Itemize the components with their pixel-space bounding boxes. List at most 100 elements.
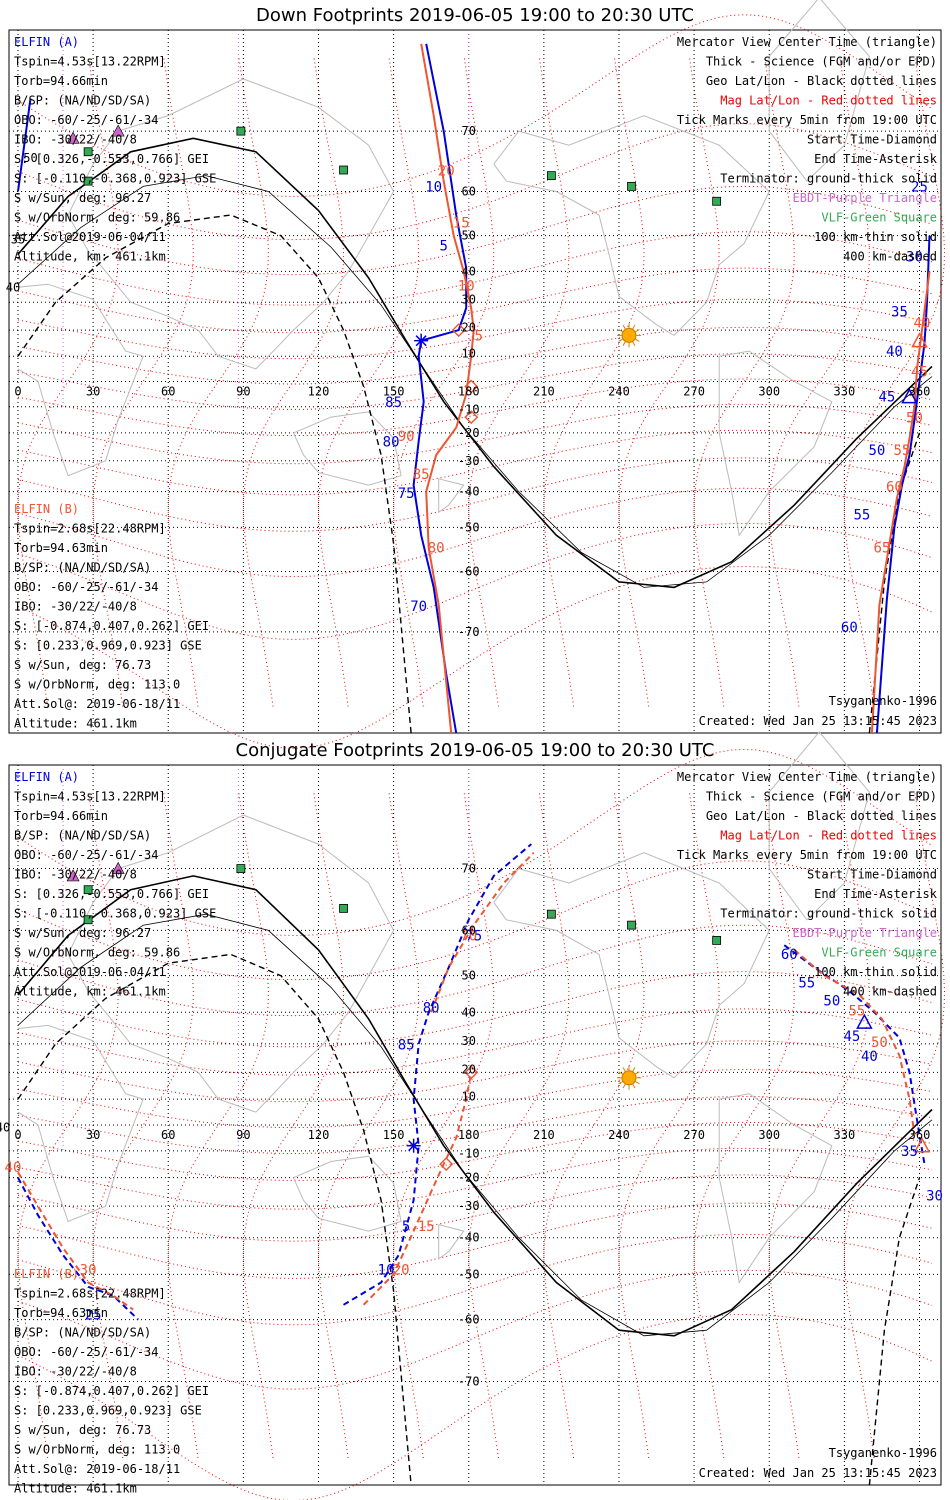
vlf-station-marker <box>627 181 636 191</box>
elfin-b-info: S w/OrbNorm, deg: 113.0 <box>14 1443 180 1457</box>
mag-lat-label: 35 <box>11 233 25 247</box>
continent-outline <box>718 1093 833 1284</box>
mag-lon-line <box>393 792 495 1458</box>
coastlines <box>17 731 870 1284</box>
lon-tick-label: 360 <box>909 385 931 399</box>
mag-lat-line <box>17 1202 933 1279</box>
legend-entry: Mag Lat/Lon - Red dotted lines <box>720 829 937 843</box>
time-tick-label: 35 <box>891 304 908 320</box>
vlf-station-marker <box>627 920 636 930</box>
elfin-b-info: IBO: -30/22/-40/8 <box>14 1365 137 1379</box>
elfin-a-info: Torb=94.66min <box>14 809 108 823</box>
legend-entry: Terminator: ground-thick solid <box>720 172 937 186</box>
footprint-track <box>412 43 468 734</box>
time-tick-label: 85 <box>385 395 402 411</box>
legend-entry: 400 km-dashed <box>843 250 937 264</box>
continent-outline <box>438 478 465 514</box>
elfin-b-info: S: [-0.874,0.407,0.262] GEI <box>14 1384 209 1398</box>
mag-lat-label: -70 <box>458 1374 480 1388</box>
start-diamond-marker <box>464 410 479 425</box>
time-tick-label: 5 <box>439 239 447 255</box>
lon-tick-label: 360 <box>909 1128 931 1142</box>
time-tick-label: 45 <box>911 364 928 380</box>
mag-lat-label: 20 <box>462 1063 476 1077</box>
lon-tick-label: 240 <box>608 385 630 399</box>
legend-entry: End Time-Asterisk <box>814 152 938 166</box>
time-tick-label: 25 <box>85 1308 102 1324</box>
start-diamond-marker <box>464 1065 479 1080</box>
legend-entry: Geo Lat/Lon - Black dotted lines <box>706 74 937 88</box>
legend-entry: Tick Marks every 5min from 19:00 UTC <box>677 113 937 127</box>
mag-lat-line <box>17 748 933 937</box>
lon-tick-label: 0 <box>14 385 21 399</box>
elfin-b-info: OBO: -60/-25/-61/-34 <box>14 580 159 594</box>
vlf-station-marker <box>712 936 722 945</box>
continent-outline <box>768 731 870 921</box>
elfin-b-info: S w/Sun, deg: 76.73 <box>14 658 151 672</box>
time-tick-label: 5 <box>475 329 483 345</box>
time-tick-label: 80 <box>423 1000 440 1016</box>
time-tick-label: 85 <box>413 467 430 483</box>
mag-lat-label: 50 <box>462 229 476 243</box>
time-tick-label: 70 <box>460 928 477 944</box>
time-tick-label: 45 <box>878 390 895 406</box>
time-tick-label: 40 <box>914 315 931 331</box>
continent-outline <box>493 852 770 1079</box>
legend-entry: Thick - Science (FGM and/or EPD) <box>706 55 937 69</box>
elfin-b-info: S w/Sun, deg: 76.73 <box>14 1423 151 1437</box>
footprint-track <box>783 944 926 1165</box>
time-tick-label: 55 <box>848 1004 865 1020</box>
elfin-a-heading: ELFIN (A) <box>14 770 79 784</box>
time-tick-label: 75 <box>398 486 415 502</box>
mag-lat-line <box>17 231 933 306</box>
lon-tick-label: 90 <box>236 385 250 399</box>
elfin-b-info: Torb=94.63min <box>14 541 108 555</box>
vlf-station-marker <box>339 903 348 913</box>
time-tick-label: 20 <box>393 1262 410 1278</box>
chart-panel-1 <box>8 731 946 1500</box>
mag-lat-label: -60 <box>458 1313 480 1327</box>
mag-lat-label: 70 <box>462 862 476 876</box>
elfin-a-info: Torb=94.66min <box>14 74 108 88</box>
lon-tick-label: 150 <box>383 1128 405 1142</box>
mag-lat-label: -30 <box>458 1199 480 1213</box>
vlf-station-marker <box>83 915 93 925</box>
footprint-track <box>342 843 532 1306</box>
footprint-track <box>17 1171 134 1311</box>
time-tick-label: 25 <box>911 179 928 195</box>
footprint-track <box>430 851 535 1013</box>
legend-entry: EBDT-Purple Triangle <box>793 191 938 205</box>
lon-tick-label: 120 <box>308 1128 330 1142</box>
center-triangle-marker <box>913 1137 931 1153</box>
continent-outline <box>67 814 395 1113</box>
vlf-station-marker <box>546 909 556 919</box>
elfin-b-info: S: [0.233,0.969,0.923] GSE <box>14 1404 202 1418</box>
elfin-b-info: Altitude: 461.1km <box>14 717 137 731</box>
legend-entry: End Time-Asterisk <box>814 887 938 901</box>
lon-tick-label: 90 <box>236 1128 250 1142</box>
elfin-a-info: S w/Sun, deg: 96.27 <box>14 191 151 205</box>
start-diamond-marker <box>464 379 479 394</box>
elfin-a-info: S: [-0.110,-0.368,0.923] GSE <box>14 907 216 921</box>
end-asterisk-marker <box>408 1140 420 1152</box>
time-tick-label: 10 <box>378 1262 395 1278</box>
elfin-b-info: IBO: -30/22/-40/8 <box>14 600 137 614</box>
mag-lon-line <box>242 792 345 1458</box>
footprint-track <box>17 98 32 192</box>
end-asterisk-marker <box>415 335 427 347</box>
time-tick-label: 60 <box>886 480 903 496</box>
elfin-a-info: S: [0.326,-0.553,0.766] GEI <box>14 152 209 166</box>
lon-tick-label: 270 <box>683 385 705 399</box>
mag-lat-label: 10 <box>462 1089 476 1103</box>
egdt-triangle-marker <box>111 861 125 874</box>
created-label: Created: Wed Jan 25 13:15:45 2023 <box>699 1466 937 1480</box>
lon-tick-label: 300 <box>758 1128 780 1142</box>
footprint-track <box>793 949 916 1136</box>
mag-lat-label: 40 <box>0 1121 10 1135</box>
vlf-station-marker <box>83 885 93 895</box>
continent-outline <box>493 115 770 337</box>
lon-tick-label: 180 <box>458 1128 480 1142</box>
elfin-a-info: S: [0.326,-0.553,0.766] GEI <box>14 887 209 901</box>
elfin-a-info: OBO: -60/-25/-61/-34 <box>14 113 159 127</box>
vlf-station-marker <box>83 147 93 157</box>
